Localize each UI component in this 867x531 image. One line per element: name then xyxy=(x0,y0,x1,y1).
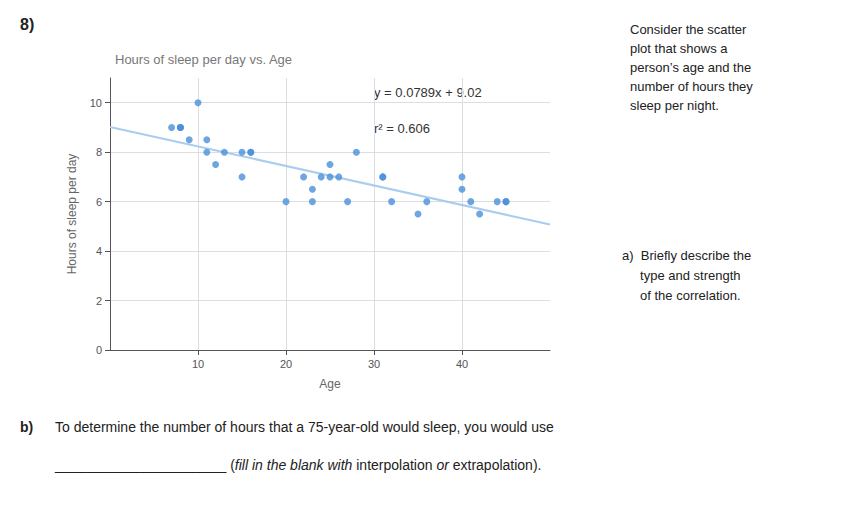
svg-text:extrapolation).: extrapolation). xyxy=(449,457,542,473)
svg-text:Age: Age xyxy=(319,377,341,391)
svg-text:4: 4 xyxy=(96,245,102,257)
svg-text:0: 0 xyxy=(96,344,102,356)
svg-text:number of hours they: number of hours they xyxy=(630,79,753,94)
svg-text:Hours of sleep per day: Hours of sleep per day xyxy=(65,154,79,275)
svg-text:To determine the number of hou: To determine the number of hours that a … xyxy=(55,419,554,435)
svg-text:plot that shows a: plot that shows a xyxy=(630,41,728,56)
svg-text:a) Briefly describe the: a) Briefly describe the xyxy=(622,248,751,263)
svg-text:8): 8) xyxy=(20,16,34,33)
svg-text:interpolation: interpolation xyxy=(352,457,436,473)
svg-text:Hours of sleep per day vs. Age: Hours of sleep per day vs. Age xyxy=(115,52,292,67)
svg-text:6: 6 xyxy=(96,196,102,208)
svg-text:30: 30 xyxy=(368,358,380,370)
svg-text:y = 0.0789x + 9.02: y = 0.0789x + 9.02 xyxy=(374,85,482,100)
svg-text:r² = 0.606: r² = 0.606 xyxy=(374,121,430,136)
svg-text:20: 20 xyxy=(280,358,292,370)
svg-text:10: 10 xyxy=(192,358,204,370)
svg-text:or: or xyxy=(436,457,449,473)
svg-text:sleep per night.: sleep per night. xyxy=(630,98,719,113)
svg-text:40: 40 xyxy=(456,358,468,370)
svg-text:10: 10 xyxy=(90,97,102,109)
svg-text:8: 8 xyxy=(96,146,102,158)
svg-text:person’s age and the: person’s age and the xyxy=(630,60,751,75)
svg-text:of the correlation.: of the correlation. xyxy=(622,288,741,303)
svg-text:______________________ (: ______________________ ( xyxy=(54,457,235,473)
svg-text:fill in the blank with: fill in the blank with xyxy=(235,457,353,473)
svg-text:Consider the scatter: Consider the scatter xyxy=(630,22,747,37)
svg-text:b): b) xyxy=(20,419,33,435)
svg-text:type and strength: type and strength xyxy=(622,268,741,283)
svg-text:2: 2 xyxy=(96,295,102,307)
